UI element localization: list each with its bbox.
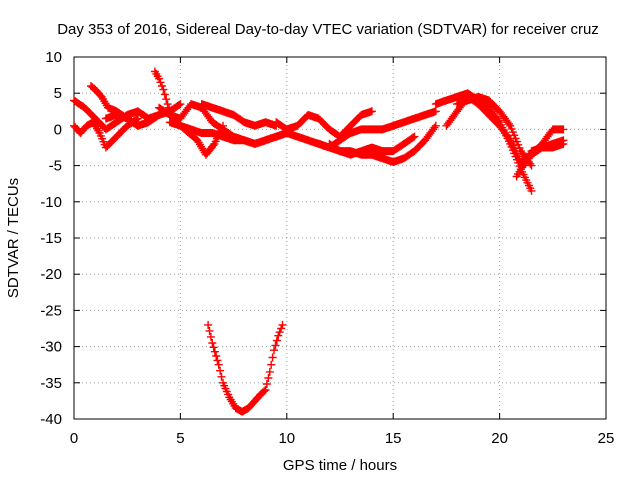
data-point-markers xyxy=(204,320,287,416)
y-tick-label: -10 xyxy=(40,194,62,211)
data-series xyxy=(70,67,568,416)
data-point-markers xyxy=(378,107,440,134)
y-tick-label: -20 xyxy=(40,266,62,283)
series-track-21 xyxy=(204,320,287,416)
axis-ticks xyxy=(73,56,607,420)
series-track-17 xyxy=(453,92,536,170)
y-tick-label: -25 xyxy=(40,302,62,319)
y-tick-label: -5 xyxy=(49,158,62,175)
y-axis-label: SDTVAR / TECUs xyxy=(5,178,22,298)
chart-title: Day 353 of 2016, Sidereal Day-to-day VTE… xyxy=(57,21,599,38)
data-point-markers xyxy=(165,118,291,148)
y-tick-labels: 10 5 0 -5 -10 -15 -20 -25 -30 -35 -40 xyxy=(40,49,62,428)
series-track-8 xyxy=(165,118,291,148)
data-point-markers xyxy=(197,100,281,130)
data-point-markers xyxy=(453,92,536,170)
x-tick-label: 15 xyxy=(385,430,402,447)
y-tick-label: -30 xyxy=(40,339,62,356)
series-track-7 xyxy=(197,100,281,130)
series-track-14 xyxy=(389,121,440,166)
y-tick-label: 5 xyxy=(54,85,62,102)
data-point-markers xyxy=(389,121,440,166)
x-tick-label: 0 xyxy=(70,430,78,447)
x-tick-label: 20 xyxy=(491,430,508,447)
data-point-markers xyxy=(314,125,387,152)
x-tick-label: 10 xyxy=(278,430,295,447)
series-track-20 xyxy=(516,136,568,166)
series-track-13 xyxy=(378,107,440,134)
x-axis-label: GPS time / hours xyxy=(283,457,397,474)
data-point-markers xyxy=(516,136,568,166)
x-tick-label: 25 xyxy=(598,430,615,447)
y-tick-label: -35 xyxy=(40,375,62,392)
series-track-12 xyxy=(314,125,387,152)
y-tick-label: -15 xyxy=(40,230,62,247)
y-tick-label: -40 xyxy=(40,411,62,428)
y-tick-label: 0 xyxy=(54,121,62,138)
x-tick-labels: 0 5 10 15 20 25 xyxy=(70,430,615,447)
y-tick-label: 10 xyxy=(45,49,62,66)
x-tick-label: 5 xyxy=(176,430,184,447)
